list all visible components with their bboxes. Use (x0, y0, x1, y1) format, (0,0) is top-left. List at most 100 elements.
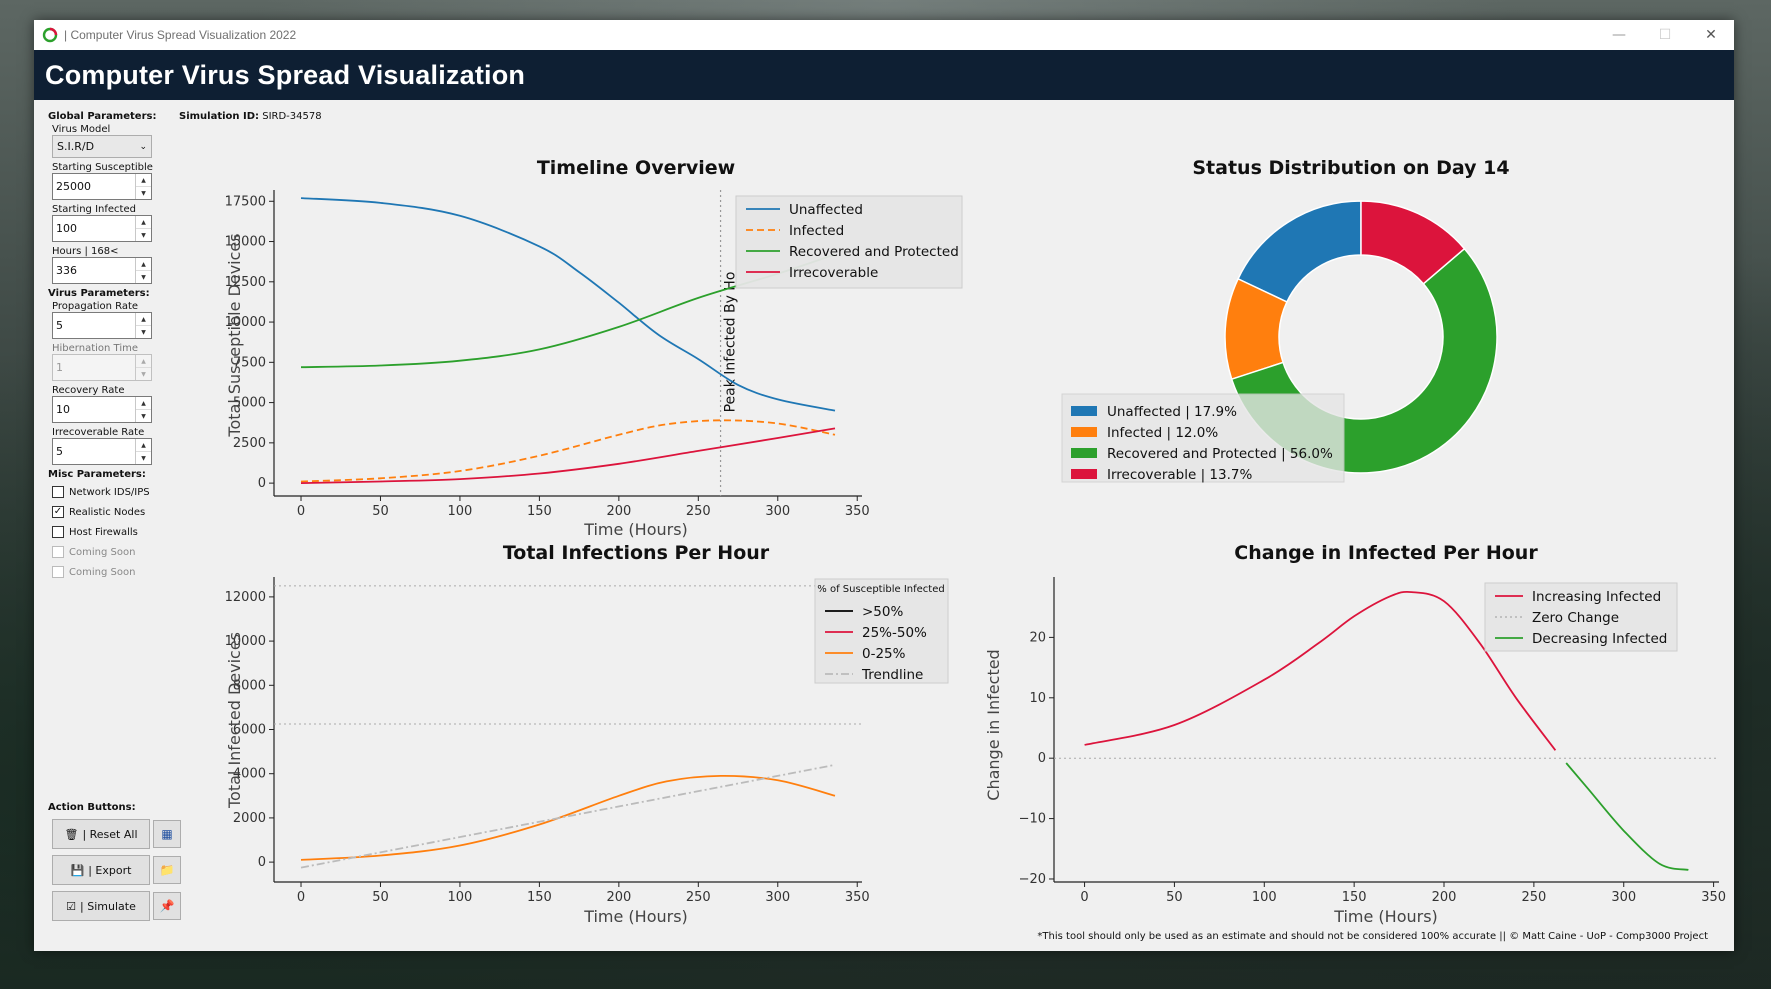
x-tick-label: 350 (845, 890, 870, 905)
hours-value[interactable]: 336 (56, 264, 77, 277)
change-xlabel: Time (Hours) (1333, 907, 1438, 926)
timeline-series-unaffected (300, 197, 836, 412)
checkmark-icon[interactable]: ✓ (52, 506, 64, 518)
simulation-id-label: Simulation ID: (179, 111, 260, 122)
coming-soon-checkbox: Coming Soon (52, 562, 178, 582)
minimize-button[interactable]: — (1612, 27, 1626, 43)
legend-entry: Irrecoverable (789, 265, 878, 281)
legend-entry: Recovered and Protected (789, 244, 959, 260)
change-series-decreasing-infected (1565, 762, 1689, 871)
virus-model-select[interactable]: S.I.R/D ⌄ (52, 135, 152, 158)
change-ylabel: Change in Infected (984, 649, 1003, 800)
spin-down-icon[interactable]: ▼ (136, 409, 151, 422)
spin-up-icon[interactable]: ▲ (141, 441, 146, 449)
x-tick-label: 50 (1166, 890, 1183, 905)
legend-entry: Unaffected | 17.9% (1107, 404, 1237, 420)
spin-up-icon[interactable]: ▲ (141, 218, 146, 226)
simulate-label: | Simulate (80, 899, 136, 913)
realistic-nodes-checkbox[interactable]: ✓ Realistic Nodes (52, 502, 178, 522)
recovery-rate-value[interactable]: 10 (56, 403, 70, 416)
y-tick-label: 0 (258, 855, 266, 870)
propagation-rate-value[interactable]: 5 (56, 319, 63, 332)
legend-entry: 0-25% (862, 646, 906, 662)
checkbox-label: Realistic Nodes (69, 506, 146, 518)
spin-up-icon[interactable]: ▲ (141, 260, 146, 268)
disclaimer-footer: *This tool should only be used as an est… (1037, 931, 1708, 942)
spin-down-icon[interactable]: ▼ (136, 451, 151, 464)
y-tick-label: −20 (1019, 872, 1046, 887)
x-tick-label: 300 (765, 890, 790, 905)
peak-infected-label: Peak Infected By Ho (723, 272, 739, 413)
propagation-rate-spinbox[interactable]: 5 ▲ ▼ (52, 312, 152, 339)
spin-down-icon[interactable]: ▼ (136, 228, 151, 241)
checkbox-box[interactable] (52, 526, 64, 538)
spin-down-icon[interactable]: ▼ (136, 325, 151, 338)
timeline-title: Timeline Overview (537, 157, 735, 179)
recovery-rate-spinbox[interactable]: 10 ▲ ▼ (52, 396, 152, 423)
starting-susceptible-spinbox[interactable]: 25000 ▲ ▼ (52, 173, 152, 200)
legend-entry: 25%-50% (862, 625, 927, 641)
x-tick-label: 150 (527, 890, 552, 905)
x-tick-label: 50 (372, 504, 389, 519)
y-tick-label: 15000 (225, 235, 266, 250)
maximize-button[interactable]: ☐ (1658, 27, 1672, 43)
title-bar[interactable]: | Computer Virus Spread Visualization 20… (34, 20, 1734, 50)
y-tick-label: 7500 (233, 355, 266, 370)
spin-down-icon[interactable]: ▼ (136, 270, 151, 283)
simulate-button[interactable]: ☑ | Simulate (52, 891, 150, 921)
export-button[interactable]: 💾 | Export (52, 855, 150, 885)
irrecoverable-rate-value[interactable]: 5 (56, 445, 63, 458)
app-window: | Computer Virus Spread Visualization 20… (34, 20, 1734, 951)
spin-up-icon[interactable]: ▲ (141, 176, 146, 184)
y-tick-label: 12000 (225, 590, 266, 605)
pin-icon: 📌 (159, 899, 175, 913)
legend-entry: Infected (789, 223, 844, 239)
starting-susceptible-value[interactable]: 25000 (56, 180, 91, 193)
starting-infected-spinbox[interactable]: 100 ▲ ▼ (52, 215, 152, 242)
virus-params-label: Virus Parameters: (48, 288, 150, 299)
x-tick-label: 0 (297, 890, 305, 905)
checklist-icon: ☑ (66, 899, 77, 913)
coming-soon-checkbox: Coming Soon (52, 542, 178, 562)
x-tick-label: 100 (448, 890, 473, 905)
legend-entry: Infected | 12.0% (1107, 425, 1218, 441)
checkbox-label: Coming Soon (69, 546, 136, 558)
legend-entry: >50% (862, 604, 903, 620)
checkbox-box (52, 566, 64, 578)
spin-up-icon[interactable]: ▲ (141, 399, 146, 407)
open-folder-button[interactable]: 📁 (153, 856, 181, 884)
action-buttons-label: Action Buttons: (48, 802, 136, 813)
donut-title: Status Distribution on Day 14 (1192, 157, 1509, 179)
starting-infected-value[interactable]: 100 (56, 222, 77, 235)
calculator-button[interactable]: ▦ (153, 820, 181, 848)
y-tick-label: 10000 (225, 315, 266, 330)
y-tick-label: 10000 (225, 634, 266, 649)
starting-susceptible-label: Starting Susceptible (52, 162, 153, 173)
host-firewalls-checkbox[interactable]: Host Firewalls (52, 522, 178, 542)
legend-entry: Recovered and Protected | 56.0% (1107, 446, 1333, 462)
close-button[interactable]: ✕ (1705, 27, 1717, 43)
trash-icon: 🗑 (64, 827, 79, 841)
legend-swatch (1071, 469, 1097, 479)
global-params-label: Global Parameters: (48, 111, 157, 122)
folder-icon: 📁 (159, 863, 175, 877)
reset-all-button[interactable]: 🗑 | Reset All (52, 819, 150, 849)
irrecoverable-rate-spinbox[interactable]: 5 ▲ ▼ (52, 438, 152, 465)
legend-entry: Irrecoverable | 13.7% (1107, 467, 1252, 483)
network-ids-checkbox[interactable]: Network IDS/IPS (52, 482, 178, 502)
pin-button[interactable]: 📌 (153, 892, 181, 920)
spin-down-icon[interactable]: ▼ (136, 186, 151, 199)
hibernation-time-spinbox: 1 ▲ ▼ (52, 354, 152, 381)
y-tick-label: 0 (1038, 751, 1046, 766)
change-legend: Increasing Infected Zero Change Decreasing… (1484, 582, 1678, 652)
x-tick-label: 250 (686, 504, 711, 519)
x-tick-label: 0 (297, 504, 305, 519)
spin-up-icon[interactable]: ▲ (141, 315, 146, 323)
checkbox-box[interactable] (52, 486, 64, 498)
x-tick-label: 150 (527, 504, 552, 519)
timeline-xlabel: Time (Hours) (583, 520, 688, 539)
reset-all-label: | Reset All (82, 827, 138, 841)
legend-entry: Increasing Infected (1532, 589, 1661, 605)
x-tick-label: 200 (606, 504, 631, 519)
hours-spinbox[interactable]: 336 ▲ ▼ (52, 257, 152, 284)
